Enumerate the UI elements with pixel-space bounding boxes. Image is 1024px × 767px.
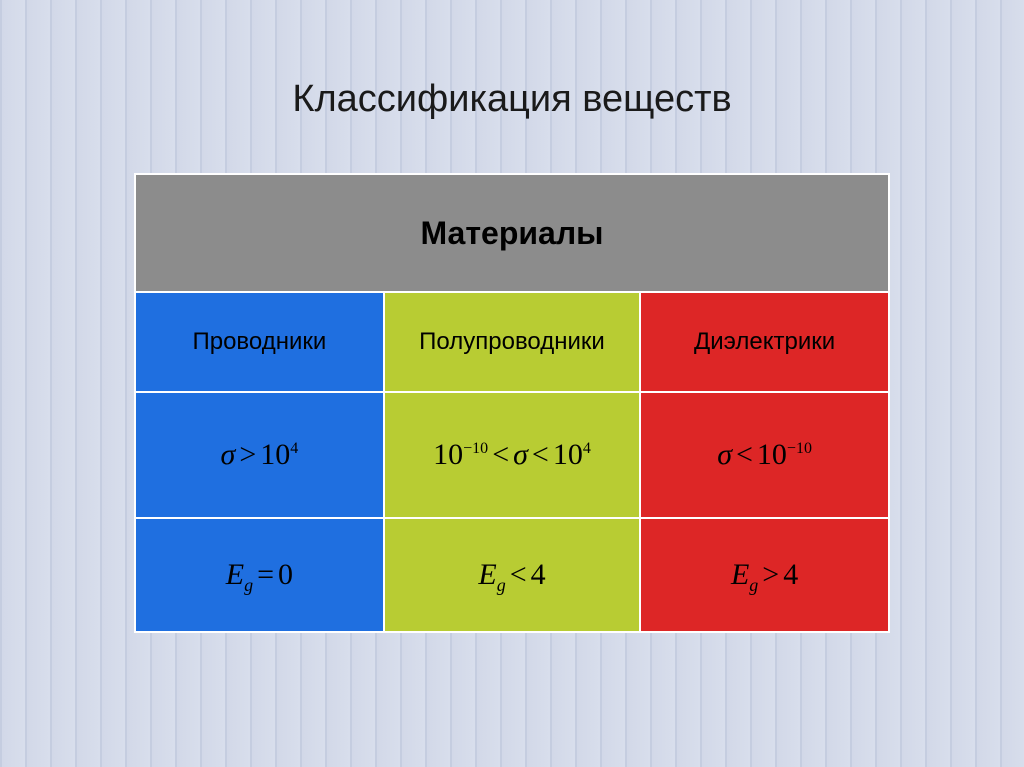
dielectric-label-cell: Диэлектрики <box>640 292 889 392</box>
sigma-row: σ>104 10−10<σ<104 σ<10−10 <box>135 392 889 518</box>
conductor-sigma-cell: σ>104 <box>135 392 384 518</box>
category-label-row: Проводники Полупроводники Диэлектрики <box>135 292 889 392</box>
conductor-eg-cell: Eg=0 <box>135 518 384 632</box>
page-title: Классификация веществ <box>292 78 731 121</box>
semiconductor-label-cell: Полупроводники <box>384 292 640 392</box>
classification-table: Материалы Проводники Полупроводники Диэл… <box>134 173 890 633</box>
eg-row: Eg=0 Eg<4 Eg>4 <box>135 518 889 632</box>
semiconductor-sigma-cell: 10−10<σ<104 <box>384 392 640 518</box>
dielectric-eg-cell: Eg>4 <box>640 518 889 632</box>
semiconductor-eg-cell: Eg<4 <box>384 518 640 632</box>
table-header-row: Материалы <box>135 174 889 292</box>
materials-header-cell: Материалы <box>135 174 889 292</box>
conductor-label-cell: Проводники <box>135 292 384 392</box>
dielectric-sigma-cell: σ<10−10 <box>640 392 889 518</box>
